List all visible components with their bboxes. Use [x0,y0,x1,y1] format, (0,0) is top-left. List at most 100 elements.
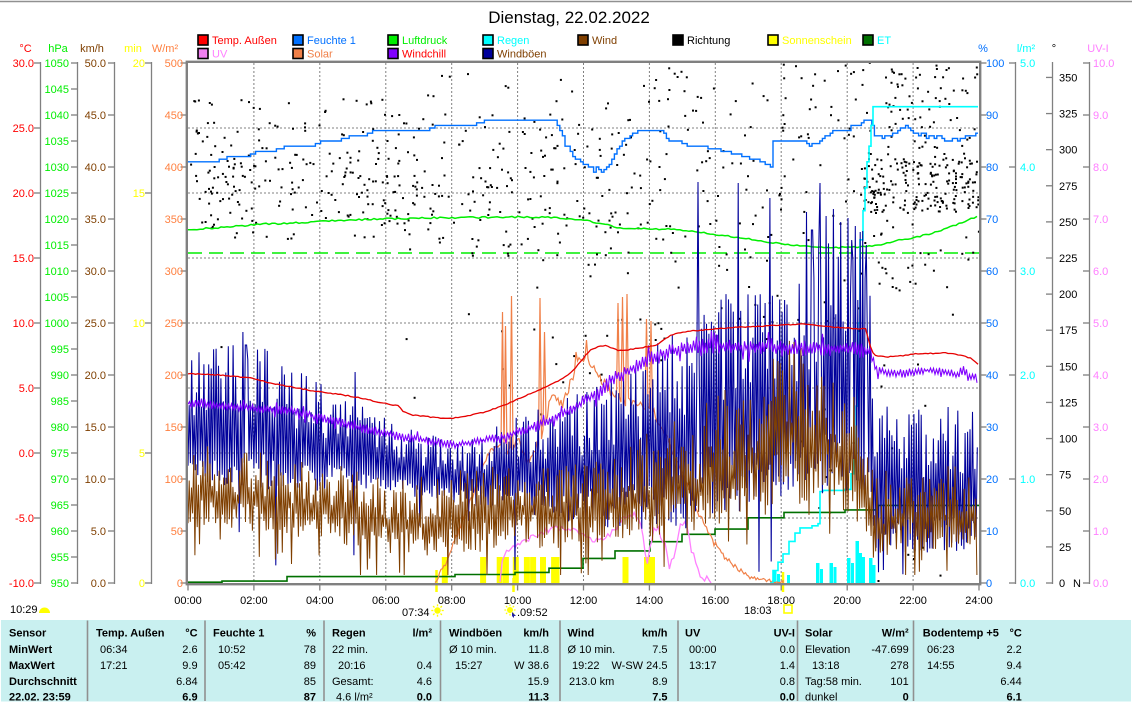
svg-text:Richtung: Richtung [687,35,730,47]
svg-text:7.5: 7.5 [652,692,667,704]
svg-text:1005: 1005 [45,292,69,304]
svg-text:500: 500 [165,58,183,70]
svg-text:100: 100 [986,58,1004,70]
svg-text:min: min [124,43,142,55]
svg-text:Tag:58 min.: Tag:58 min. [805,676,862,688]
svg-text:9.4: 9.4 [1007,660,1022,672]
svg-text:20:00: 20:00 [833,595,861,607]
svg-text:5.0: 5.0 [1093,318,1108,330]
svg-text:20:16: 20:16 [338,660,366,672]
svg-text:Wind: Wind [568,628,595,640]
svg-text:ET: ET [877,35,891,47]
svg-text:50.0: 50.0 [85,58,106,70]
svg-text:%: % [306,628,316,640]
svg-text:3.0: 3.0 [1093,422,1108,434]
svg-text:970: 970 [51,474,69,486]
svg-text:6.0: 6.0 [1093,266,1108,278]
svg-text:Regen: Regen [332,628,366,640]
svg-text:UV: UV [685,628,701,640]
svg-text:5.0: 5.0 [1020,58,1035,70]
svg-text:1030: 1030 [45,162,69,174]
svg-text:0.4: 0.4 [417,660,432,672]
svg-text:Luftdruck: Luftdruck [402,35,448,47]
svg-text:4.6 l/m²: 4.6 l/m² [336,692,373,704]
svg-text:40: 40 [986,370,998,382]
svg-text:Windböen: Windböen [449,628,502,640]
svg-text:20.0: 20.0 [85,370,106,382]
svg-text:50: 50 [171,526,183,538]
svg-text:l/m²: l/m² [412,628,432,640]
svg-text:175: 175 [1059,325,1077,337]
svg-text:0: 0 [986,578,992,590]
svg-text:0.0: 0.0 [1093,578,1108,590]
svg-text:Sensor: Sensor [9,628,47,640]
svg-text:9.9: 9.9 [182,660,197,672]
svg-text:980: 980 [51,422,69,434]
svg-text:250: 250 [1059,217,1077,229]
svg-text:.09:52: .09:52 [517,607,548,619]
svg-text:UV-I: UV-I [774,628,795,640]
svg-text:Elevation: Elevation [805,644,850,656]
svg-text:°: ° [1052,43,1056,55]
svg-text:2.6: 2.6 [182,644,197,656]
svg-text:15.0: 15.0 [85,422,106,434]
svg-text:150: 150 [1059,361,1077,373]
svg-text:4.0: 4.0 [1093,370,1108,382]
svg-text:25.0: 25.0 [13,123,34,135]
svg-text:12:00: 12:00 [570,595,598,607]
svg-text:4.0: 4.0 [1020,162,1035,174]
svg-text:25.0: 25.0 [85,318,106,330]
svg-text:06:00: 06:00 [372,595,400,607]
svg-text:990: 990 [51,370,69,382]
svg-text:0.0: 0.0 [1020,578,1035,590]
svg-text:Dienstag, 22.02.2022: Dienstag, 22.02.2022 [488,8,650,27]
svg-text:325: 325 [1059,109,1077,121]
svg-text:dunkel: dunkel [805,692,837,704]
svg-text:225: 225 [1059,253,1077,265]
svg-text:14:00: 14:00 [636,595,664,607]
svg-text:10:00: 10:00 [504,595,532,607]
svg-text:Regen: Regen [497,35,529,47]
svg-text:22:00: 22:00 [899,595,927,607]
svg-text:22.02. 23:59: 22.02. 23:59 [9,692,71,704]
svg-text:04:00: 04:00 [306,595,334,607]
svg-text:6.44: 6.44 [1000,676,1021,688]
svg-text:50: 50 [1059,506,1071,518]
svg-text:8.9: 8.9 [652,676,667,688]
svg-text:30.0: 30.0 [13,58,34,70]
svg-text:19:22: 19:22 [572,660,600,672]
svg-text:5.0: 5.0 [19,383,34,395]
svg-text:11.3: 11.3 [528,692,549,704]
svg-text:30: 30 [986,422,998,434]
svg-text:UV-I: UV-I [1087,43,1108,55]
svg-text:200: 200 [165,370,183,382]
svg-text:1.0: 1.0 [1020,474,1035,486]
svg-text:20: 20 [986,474,998,486]
svg-text:17:21: 17:21 [100,660,128,672]
svg-text:20.0: 20.0 [13,188,34,200]
svg-text:101: 101 [890,676,908,688]
svg-text:10.0: 10.0 [13,318,34,330]
svg-text:350: 350 [165,214,183,226]
svg-text:2.0: 2.0 [1093,474,1108,486]
svg-text:km/h: km/h [642,628,668,640]
svg-text:10:52: 10:52 [218,644,246,656]
svg-text:W/m²: W/m² [152,43,179,55]
svg-text:89: 89 [304,660,316,672]
svg-text:20: 20 [133,58,145,70]
svg-text:Sonnenschein: Sonnenschein [782,35,852,47]
svg-text:Durchschnitt: Durchschnitt [9,676,77,688]
svg-text:7.0: 7.0 [1093,214,1108,226]
svg-text:0.8: 0.8 [780,676,795,688]
svg-text:30.0: 30.0 [85,266,106,278]
svg-text:75: 75 [1059,470,1071,482]
svg-text:Solar: Solar [307,49,333,61]
svg-text:1025: 1025 [45,188,69,200]
svg-text:40.0: 40.0 [85,162,106,174]
svg-text:955: 955 [51,552,69,564]
svg-text:22 min.: 22 min. [332,644,368,656]
svg-text:06:34: 06:34 [100,644,128,656]
svg-text:15.0: 15.0 [13,253,34,265]
svg-text:Temp. Außen: Temp. Außen [96,628,165,640]
svg-text:90: 90 [986,110,998,122]
